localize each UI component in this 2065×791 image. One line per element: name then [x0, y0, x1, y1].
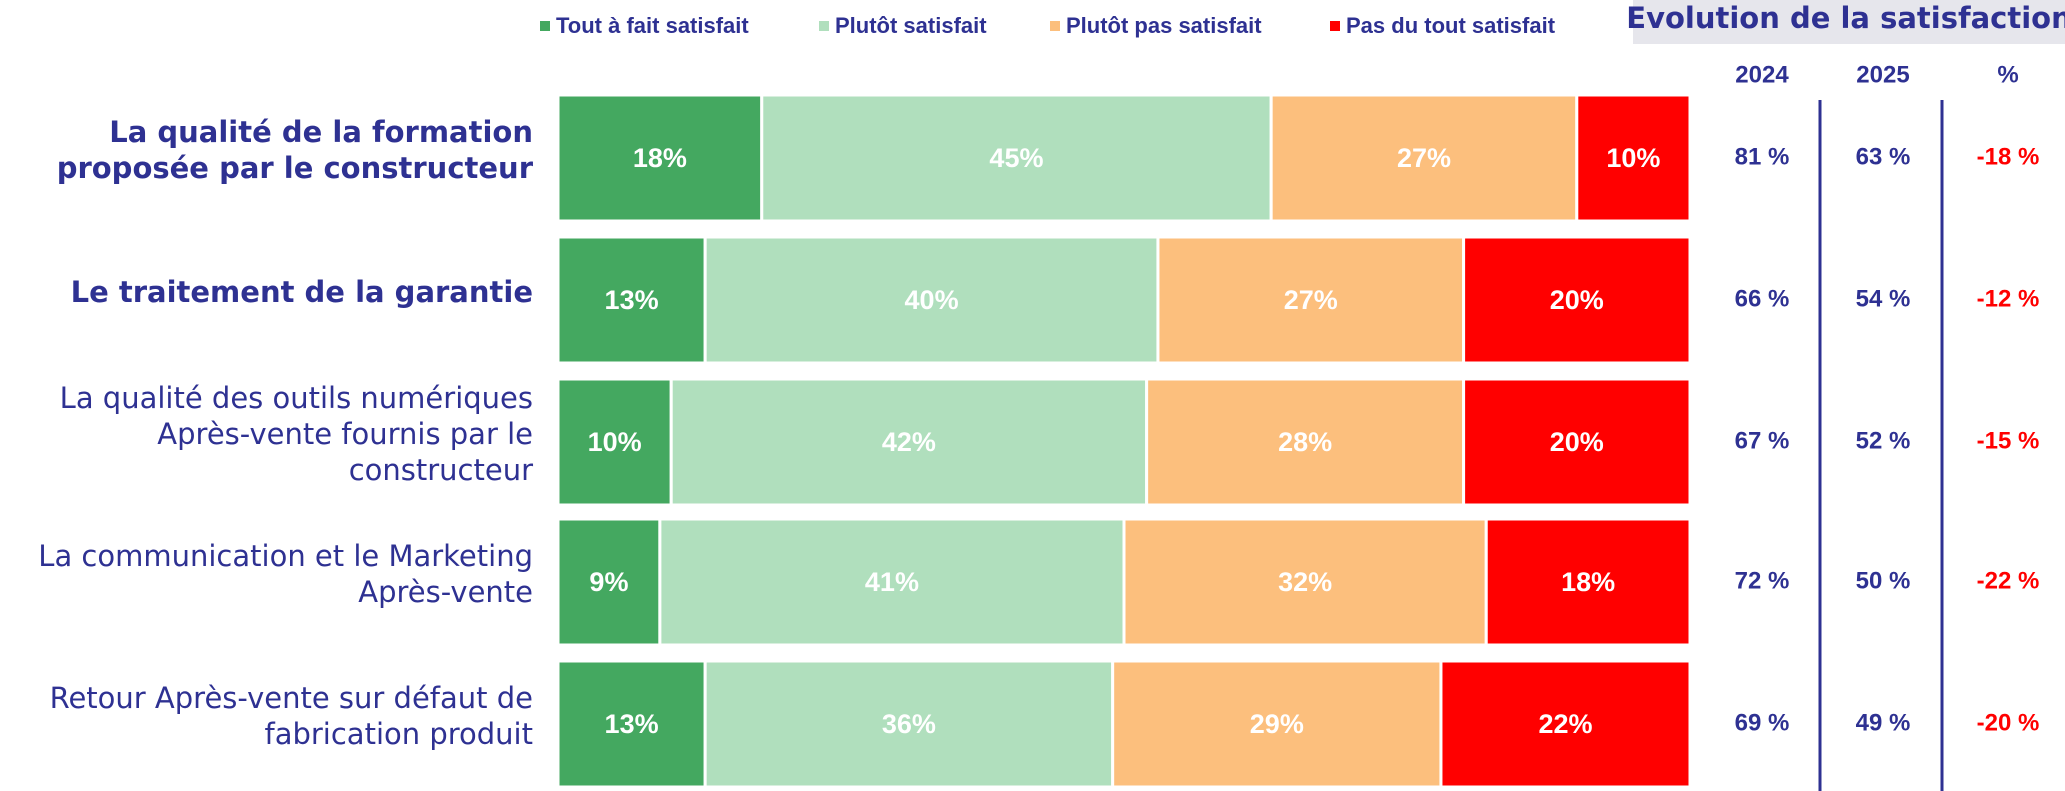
category-label: Le traitement de la garantie: [70, 275, 533, 309]
bar-segment: [1439, 659, 1692, 789]
table-cell: 69 %: [1735, 709, 1790, 736]
column-header: 2025: [1856, 61, 1909, 88]
value-label: 28%: [1278, 427, 1332, 457]
value-label: 20%: [1550, 427, 1604, 457]
table-cell: -18 %: [1977, 143, 2040, 170]
value-label: 22%: [1538, 709, 1592, 739]
bar-segment: [1484, 517, 1692, 647]
bar-segment: [1575, 93, 1692, 223]
category-label: La communication et le Marketing Après-v…: [38, 539, 533, 609]
table-cell: 81 %: [1735, 143, 1790, 170]
table-cell: 52 %: [1856, 427, 1911, 454]
table-cell: 54 %: [1856, 285, 1911, 312]
bar-segment: [1462, 235, 1692, 365]
table-header-bg: [1633, 0, 2065, 44]
table-cell: 66 %: [1735, 285, 1790, 312]
bar-segment: [703, 659, 1115, 789]
value-label: 13%: [605, 709, 659, 739]
value-label: 13%: [605, 285, 659, 315]
legend-swatch: [819, 21, 829, 31]
value-label: 10%: [1606, 143, 1660, 173]
value-label: 32%: [1278, 567, 1332, 597]
table-cell: 50 %: [1856, 567, 1911, 594]
value-label: 45%: [989, 143, 1043, 173]
legend-swatch: [540, 21, 550, 31]
category-label: Retour Après-vente sur défaut de fabrica…: [49, 681, 533, 751]
category-label: La qualité de la formation proposée par …: [56, 115, 533, 185]
table-cell: 72 %: [1735, 567, 1790, 594]
table-cell: -15 %: [1977, 427, 2040, 454]
bar-segment: [703, 235, 1160, 365]
legend-label: Plutôt pas satisfait: [1066, 13, 1262, 38]
table-title: Evolution de la satisfaction: [1626, 1, 2065, 35]
table-cell: 49 %: [1856, 709, 1911, 736]
table-cell: -20 %: [1977, 709, 2040, 736]
legend-label: Plutôt satisfait: [835, 13, 987, 38]
bar-segment: [760, 93, 1273, 223]
table-cell: -12 %: [1977, 285, 2040, 312]
value-label: 41%: [865, 567, 919, 597]
value-label: 9%: [589, 567, 628, 597]
legend-swatch: [1050, 21, 1060, 31]
bar-segment: [1145, 377, 1466, 507]
value-label: 10%: [588, 427, 642, 457]
value-label: 27%: [1397, 143, 1451, 173]
column-header: %: [1997, 61, 2018, 88]
value-label: 40%: [905, 285, 959, 315]
table-cell: 63 %: [1856, 143, 1911, 170]
category-label: La qualité des outils numériques Après-v…: [59, 381, 533, 487]
value-label: 42%: [882, 427, 936, 457]
value-label: 29%: [1250, 709, 1304, 739]
bar-segment: [669, 377, 1149, 507]
value-label: 36%: [882, 709, 936, 739]
value-label: 27%: [1284, 285, 1338, 315]
bar-segment: [1462, 377, 1692, 507]
legend-swatch: [1330, 21, 1340, 31]
value-label: 20%: [1550, 285, 1604, 315]
bar-segment: [1269, 93, 1579, 223]
table-cell: -22 %: [1977, 567, 2040, 594]
bar-segment: [1122, 517, 1488, 647]
value-label: 18%: [1561, 567, 1615, 597]
bar-segment: [556, 659, 707, 789]
table-cell: 67 %: [1735, 427, 1790, 454]
legend-label: Tout à fait satisfait: [556, 13, 749, 38]
value-label: 18%: [633, 143, 687, 173]
column-header: 2024: [1735, 61, 1789, 88]
bar-segment: [1111, 659, 1443, 789]
legend-label: Pas du tout satisfait: [1346, 13, 1556, 38]
bar-segment: [658, 517, 1126, 647]
bar-segment: [1156, 235, 1466, 365]
bar-segment: [556, 377, 673, 507]
